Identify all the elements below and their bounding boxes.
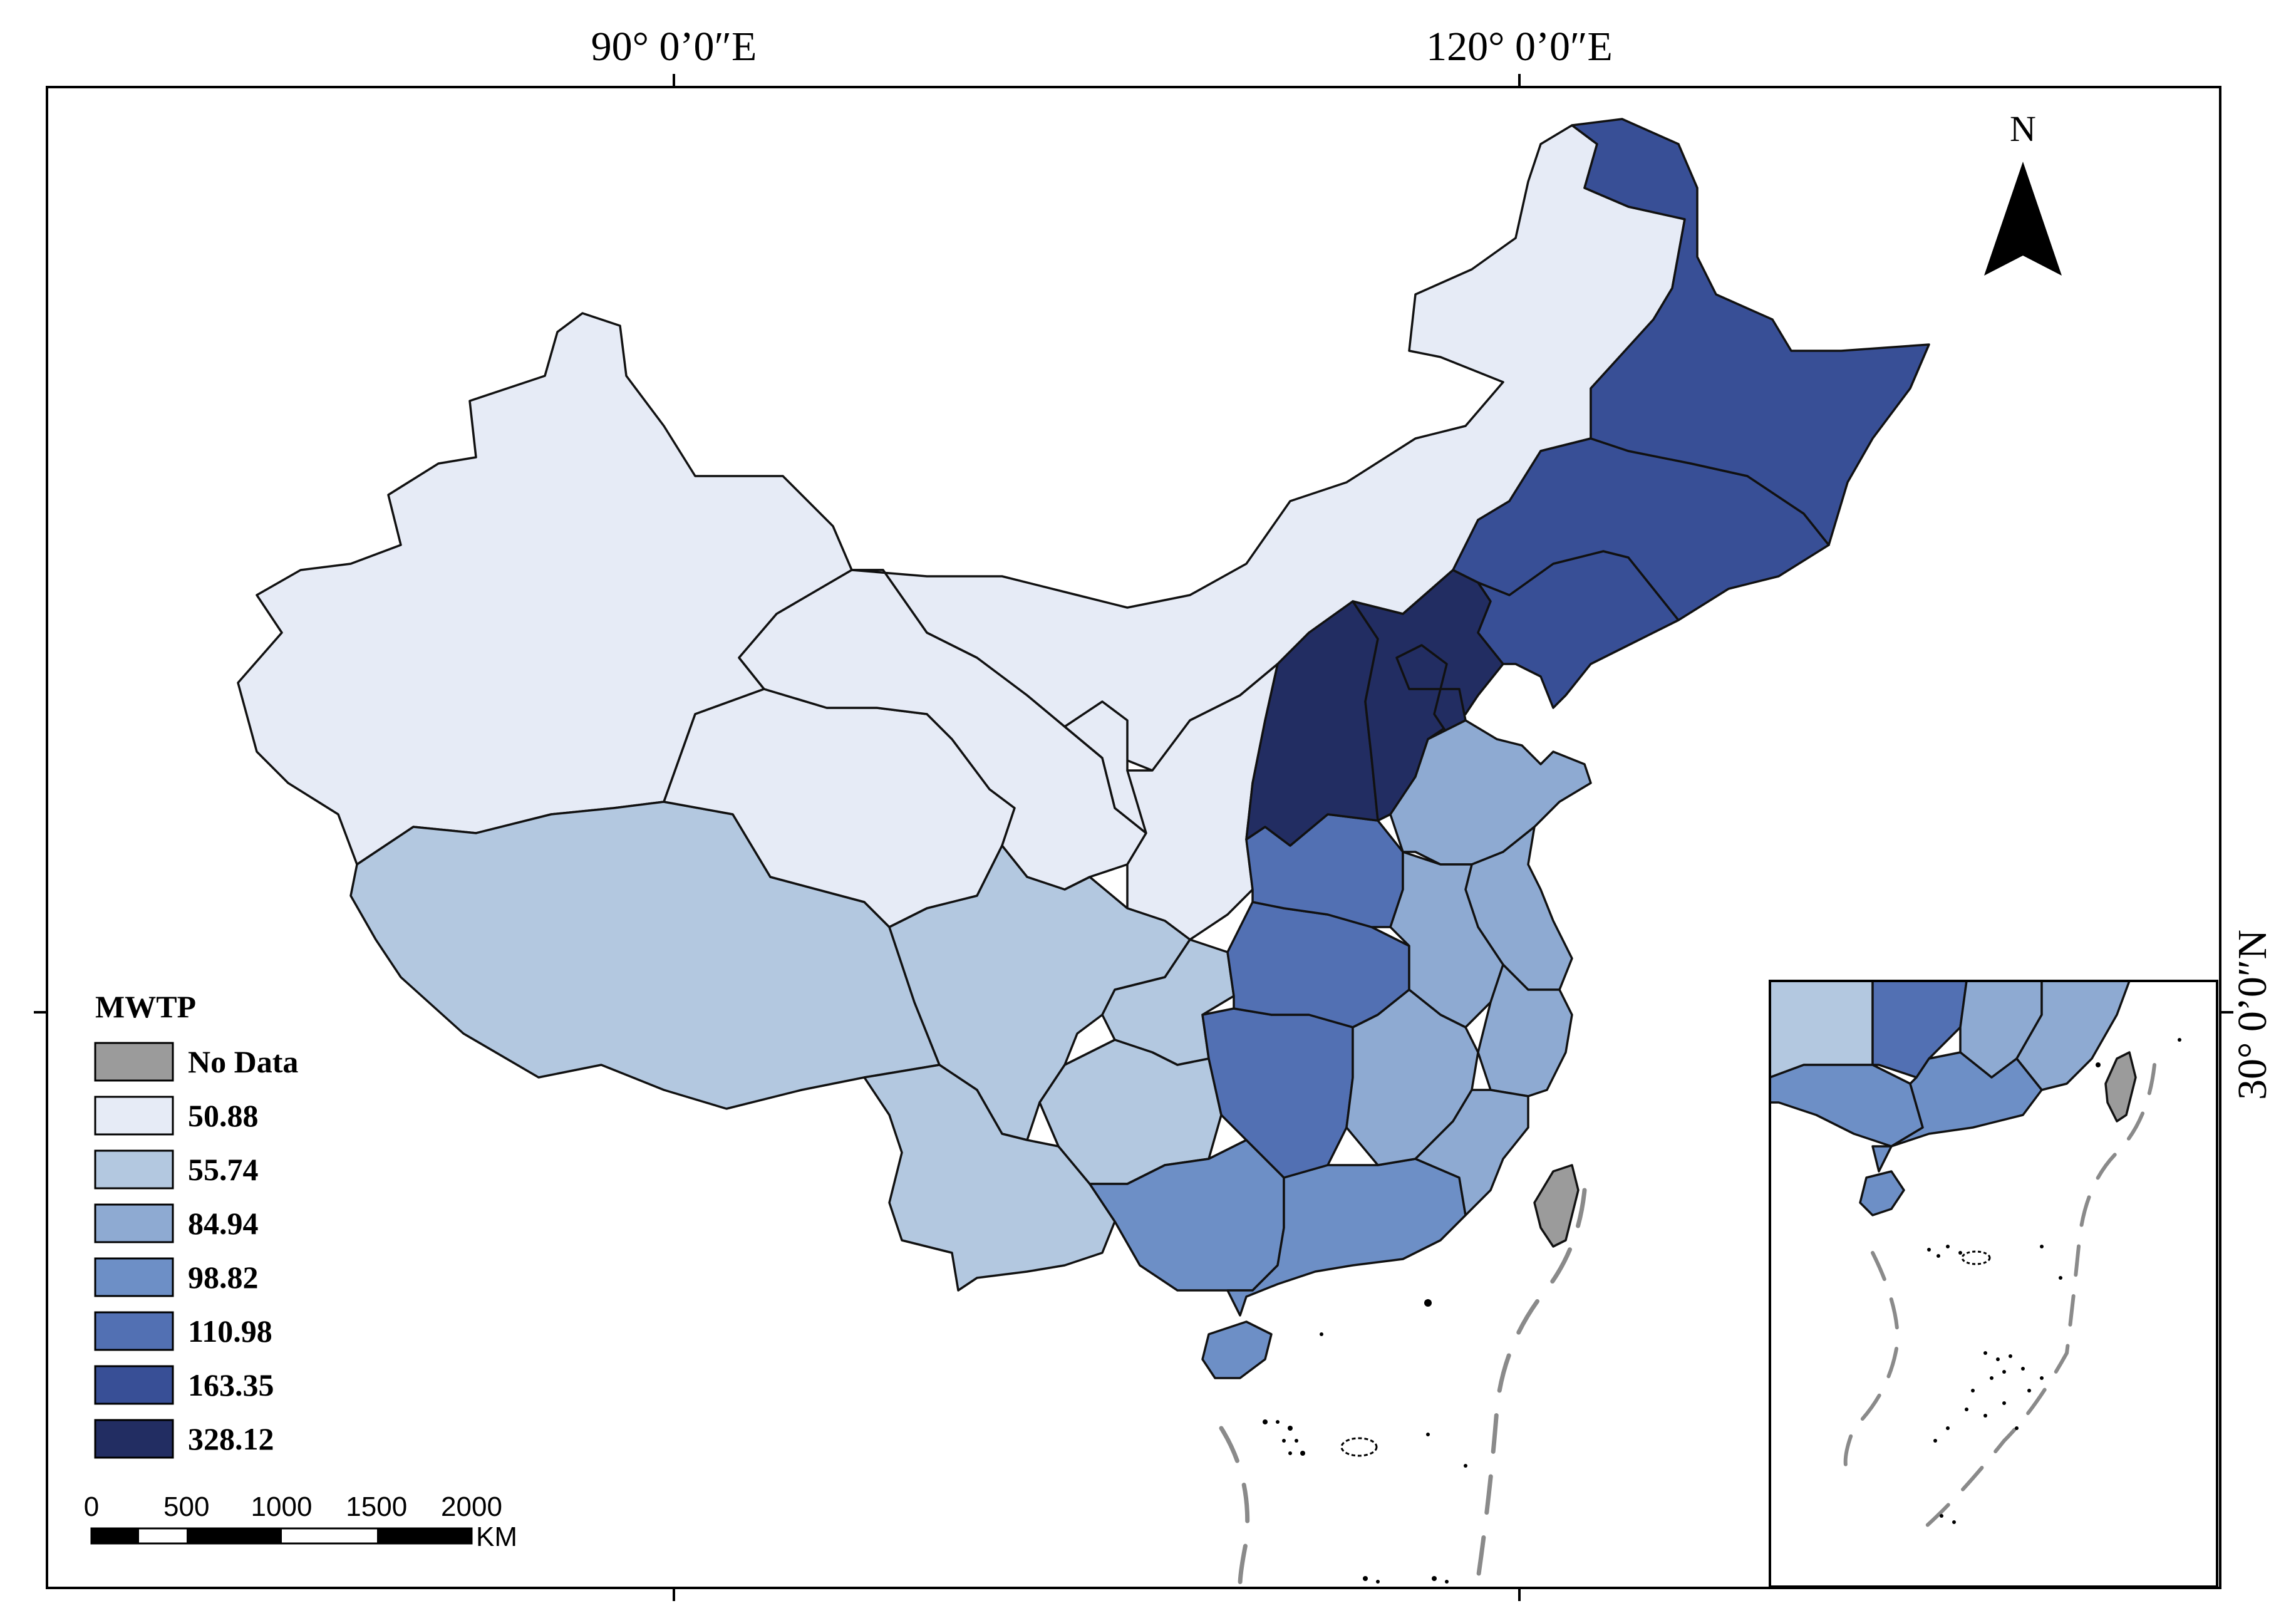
region-zhejiang [1477,963,1573,1097]
latitude-label-30n: 30° 0’0″N [2230,930,2275,1100]
scale-bar-tick-label: 2000 [441,1491,502,1522]
scale-bar: 0 500 1000 1500 2000 KM [84,1491,517,1552]
legend-swatch [94,1419,174,1459]
legend: MWTP No Data 50.88 55.74 84.94 98.82 110.98 16… [94,989,298,1459]
graticule-ticks [34,74,2233,1601]
inset-region-taiwan [2104,1051,2137,1123]
legend-swatch [94,1042,174,1082]
inset-region-yunnan [1771,982,1874,1079]
scale-bar-segment [377,1528,472,1543]
region-hainan [1201,1320,1273,1379]
legend-label: 163.35 [188,1367,274,1403]
legend-label: No Data [188,1044,298,1079]
legend-swatch [94,1203,174,1243]
legend-label: 55.74 [188,1152,259,1187]
inset-region-hainan [1859,1170,1905,1216]
region-shandong [1389,719,1592,866]
scale-bar-tick-label: 0 [84,1491,99,1522]
north-arrow-icon [1984,162,2062,276]
north-arrow-label: N [2010,108,2036,149]
legend-label: 84.94 [188,1206,259,1241]
legend-swatch [94,1311,174,1351]
scale-bar-tick-label: 500 [163,1491,209,1522]
scale-bar-tick-label: 1500 [346,1491,407,1522]
inset-region-fujian [2015,982,2131,1091]
inset-region-guangdong [1871,1051,2043,1173]
inset-maritime-boundary [1843,1063,2156,1537]
province-layer [237,118,1930,1379]
legend-swatch [94,1257,174,1297]
scale-bar-segment [187,1528,282,1543]
scale-bar-tick-label: 1000 [251,1491,313,1522]
inset-island-outline [1961,1250,1991,1265]
region-yunnan [863,1064,1116,1292]
island-outline [1340,1437,1378,1457]
island-dots [1263,1299,1467,1584]
longitude-label-120e: 120° 0’0″E [1426,24,1613,70]
maritime-boundary [1219,1188,1587,1587]
legend-swatch [94,1096,174,1136]
legend-swatch [94,1365,174,1405]
longitude-label-90e: 90° 0’0″E [591,24,757,70]
region-heilongjiang [1571,118,1930,546]
inset-island-dots [1927,1038,2181,1524]
legend-title: MWTP [95,989,196,1024]
legend-label: 98.82 [188,1260,259,1295]
legend-label: 328.12 [188,1421,274,1456]
legend-label: 50.88 [188,1098,259,1133]
region-taiwan [1533,1164,1580,1248]
legend-swatch [94,1149,174,1190]
scale-bar-segment [91,1528,139,1543]
region-anhui [1389,851,1504,1029]
region-fujian [1414,1089,1529,1216]
legend-label: 110.98 [188,1314,272,1349]
region-beijing [1395,644,1448,690]
scale-bar-unit: KM [476,1522,517,1552]
north-arrow: N [1984,108,2062,276]
inset-map [1769,980,2218,1588]
